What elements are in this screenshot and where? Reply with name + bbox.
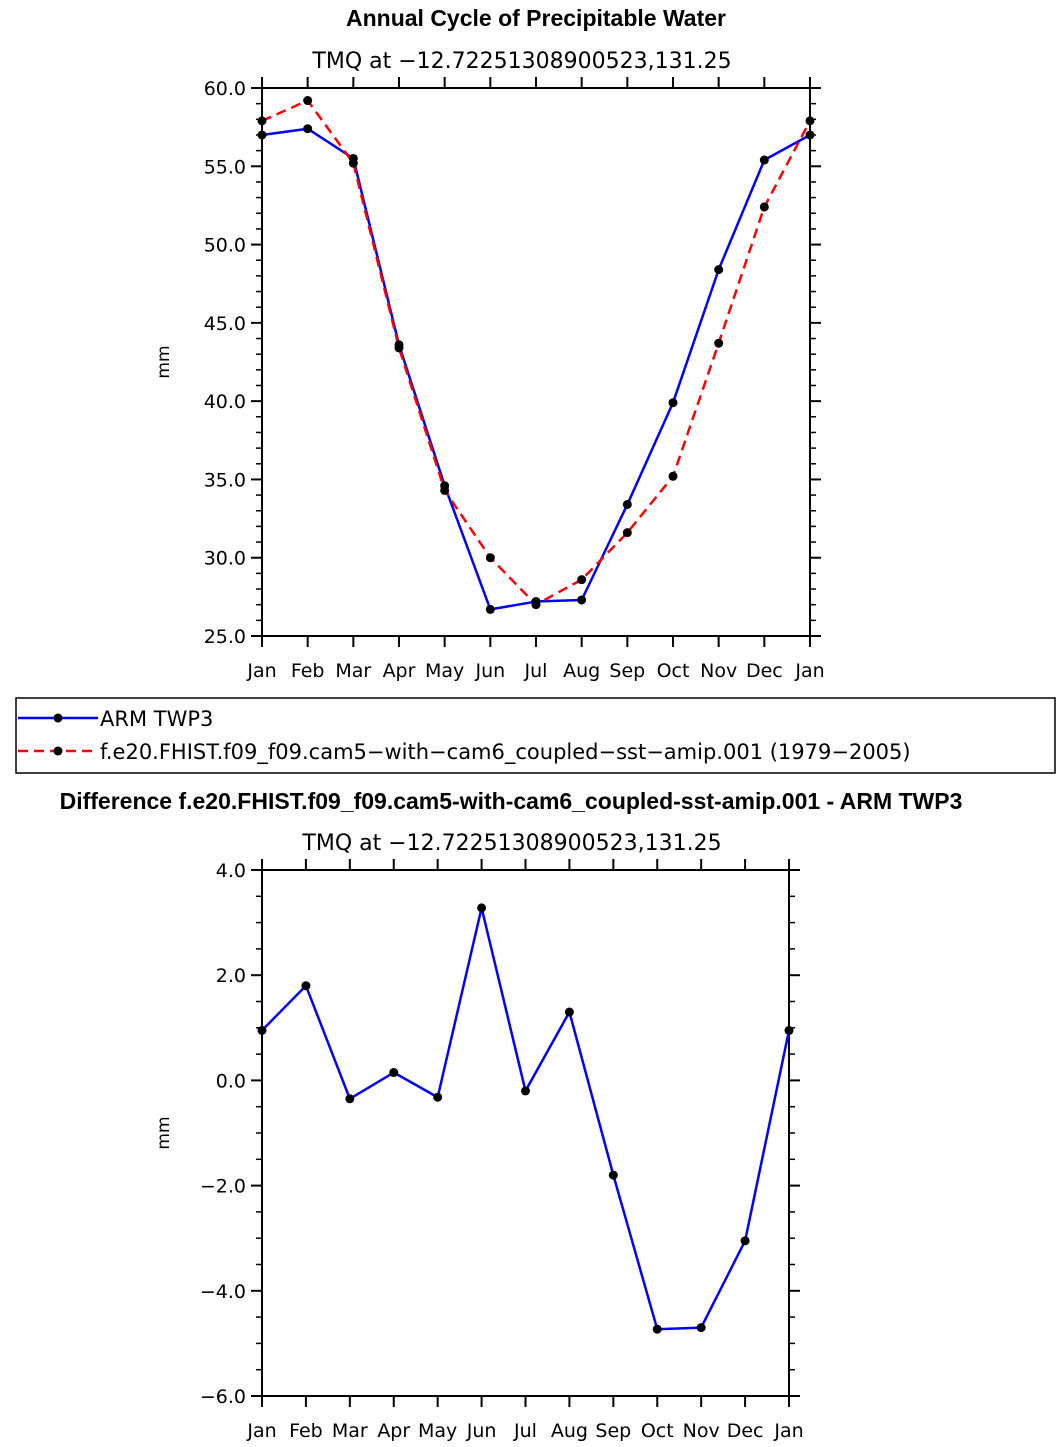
chart2-xtick-label: Oct	[641, 1420, 674, 1442]
chart1-series-0-point	[759, 155, 769, 165]
chart2-series-0-point	[257, 1025, 267, 1035]
chart1-series-1-point	[303, 96, 313, 106]
chart2-xtick-label: Sep	[595, 1420, 631, 1442]
chart1-series-0-point	[622, 499, 632, 509]
chart2-series-0-point	[389, 1068, 399, 1078]
chart2-plot-frame	[261, 869, 790, 1397]
chart2-ytick-label: −2.0	[200, 1176, 246, 1198]
chart1-series-0-point	[668, 398, 678, 408]
chart2-series-0-point	[696, 1323, 706, 1333]
chart2-ytick-label: −6.0	[200, 1386, 246, 1408]
chart2-series-0-point	[652, 1324, 662, 1334]
chart1-series-1-point	[577, 575, 587, 585]
chart1-xtick-label: Jul	[524, 660, 548, 682]
chart2-xtick-label: Jan	[773, 1420, 803, 1442]
difference-chart: Difference f.e20.FHIST.f09_f09.cam5-with…	[60, 788, 963, 1442]
chart1-series-0-point	[805, 130, 815, 140]
chart1-xtick-label: Apr	[383, 660, 416, 682]
chart1-ytick-label: 50.0	[204, 235, 246, 257]
chart1-xtick-label: Mar	[335, 660, 371, 682]
chart1-ytick-label: 45.0	[204, 313, 246, 335]
legend-box	[15, 697, 1056, 774]
chart2-title: Difference f.e20.FHIST.f09_f09.cam5-with…	[60, 788, 963, 814]
chart1-xtick-label: May	[425, 660, 464, 682]
chart1-series-1-point	[714, 338, 724, 348]
chart1-series-0-point	[485, 604, 495, 614]
annual-cycle-chart: Annual Cycle of Precipitable Water TMQ a…	[154, 5, 825, 682]
chart1-series-0-point	[303, 124, 313, 134]
chart2-xtick-label: Jun	[466, 1420, 497, 1442]
chart2-xtick-label: Dec	[727, 1420, 764, 1442]
chart1-ytick-label: 30.0	[204, 548, 246, 570]
chart1-series-1-point	[759, 202, 769, 212]
chart1-series-1-point	[668, 471, 678, 481]
chart1-xtick-label: Nov	[700, 660, 737, 682]
chart1-xtick-label: Dec	[746, 660, 783, 682]
chart2-series-0-point	[521, 1086, 530, 1096]
chart1-series-1-point	[348, 158, 358, 168]
chart2-xtick-label: Feb	[289, 1420, 323, 1442]
chart2-series-0-point	[608, 1170, 618, 1180]
legend-marker-arm	[53, 713, 63, 723]
chart2-series-0-point	[433, 1092, 443, 1102]
chart1-series-line-0	[261, 127, 811, 611]
chart1-xtick-label: Sep	[609, 660, 645, 682]
chart1-series-0-point	[257, 130, 267, 140]
legend-label-arm: ARM TWP3	[100, 707, 213, 731]
chart1-ytick-label: 55.0	[204, 156, 246, 178]
chart1-ytick-label: 35.0	[204, 469, 246, 491]
chart1-series-1-point	[485, 553, 495, 563]
chart2-xtick-label: Mar	[332, 1420, 368, 1442]
chart2-ytick-label: −4.0	[200, 1281, 246, 1303]
chart1-xtick-label: Feb	[291, 660, 325, 682]
chart2-xtick-label: Apr	[377, 1420, 410, 1442]
legend-marker-model	[53, 746, 63, 756]
chart2-ylabel: mm	[154, 1116, 174, 1149]
chart2-subtitle: TMQ at −12.72251308900523,131.25	[301, 831, 721, 856]
chart1-ylabel: mm	[154, 345, 174, 378]
chart1-title: Annual Cycle of Precipitable Water	[346, 5, 726, 31]
chart2-series-0-point	[477, 903, 487, 913]
chart1-ytick-label: 40.0	[204, 391, 246, 413]
chart1-plot-frame	[261, 87, 811, 637]
chart2-series-0-point	[784, 1025, 794, 1035]
chart1-series-1-point	[394, 343, 404, 353]
chart1-series-1-point	[531, 600, 541, 610]
chart2-xtick-label: Aug	[551, 1420, 588, 1442]
chart1-series-1-point	[805, 116, 815, 126]
legend: ARM TWP3 f.e20.FHIST.f09_f09.cam5−with−c…	[15, 697, 1056, 774]
chart1-series-1-point	[440, 485, 450, 495]
chart2-xtick-label: Nov	[683, 1420, 720, 1442]
chart1-xtick-label: Jan	[246, 660, 276, 682]
chart2-xtick-label: Jan	[246, 1420, 276, 1442]
chart1-xtick-label: Jun	[474, 660, 505, 682]
chart1-ytick-label: 25.0	[204, 626, 246, 648]
chart1-series-0-point	[714, 265, 724, 275]
chart2-ytick-label: 2.0	[216, 965, 246, 987]
chart1-subtitle: TMQ at −12.72251308900523,131.25	[311, 49, 731, 74]
chart2-series-line-0	[261, 906, 791, 1331]
chart1-series-line-1	[261, 99, 812, 606]
chart2-ytick-label: 0.0	[216, 1070, 246, 1092]
chart2-xtick-label: May	[418, 1420, 457, 1442]
chart2-ytick-label: 4.0	[216, 860, 246, 882]
chart1-series-1-point	[257, 116, 267, 126]
chart2-xtick-label: Jul	[513, 1420, 537, 1442]
chart1-ytick-label: 60.0	[204, 78, 246, 100]
chart1-xtick-label: Jan	[794, 660, 824, 682]
chart2-series-0-point	[564, 1007, 574, 1017]
chart2-series-0-point	[301, 981, 311, 991]
chart1-series-0-point	[577, 595, 587, 605]
chart2-series-0-point	[345, 1094, 355, 1104]
legend-label-model: f.e20.FHIST.f09_f09.cam5−with−cam6_coupl…	[100, 740, 911, 765]
chart1-series-1-point	[622, 528, 632, 538]
chart2-series-0-point	[740, 1236, 750, 1246]
chart1-xtick-label: Oct	[657, 660, 690, 682]
chart1-xtick-label: Aug	[563, 660, 600, 682]
